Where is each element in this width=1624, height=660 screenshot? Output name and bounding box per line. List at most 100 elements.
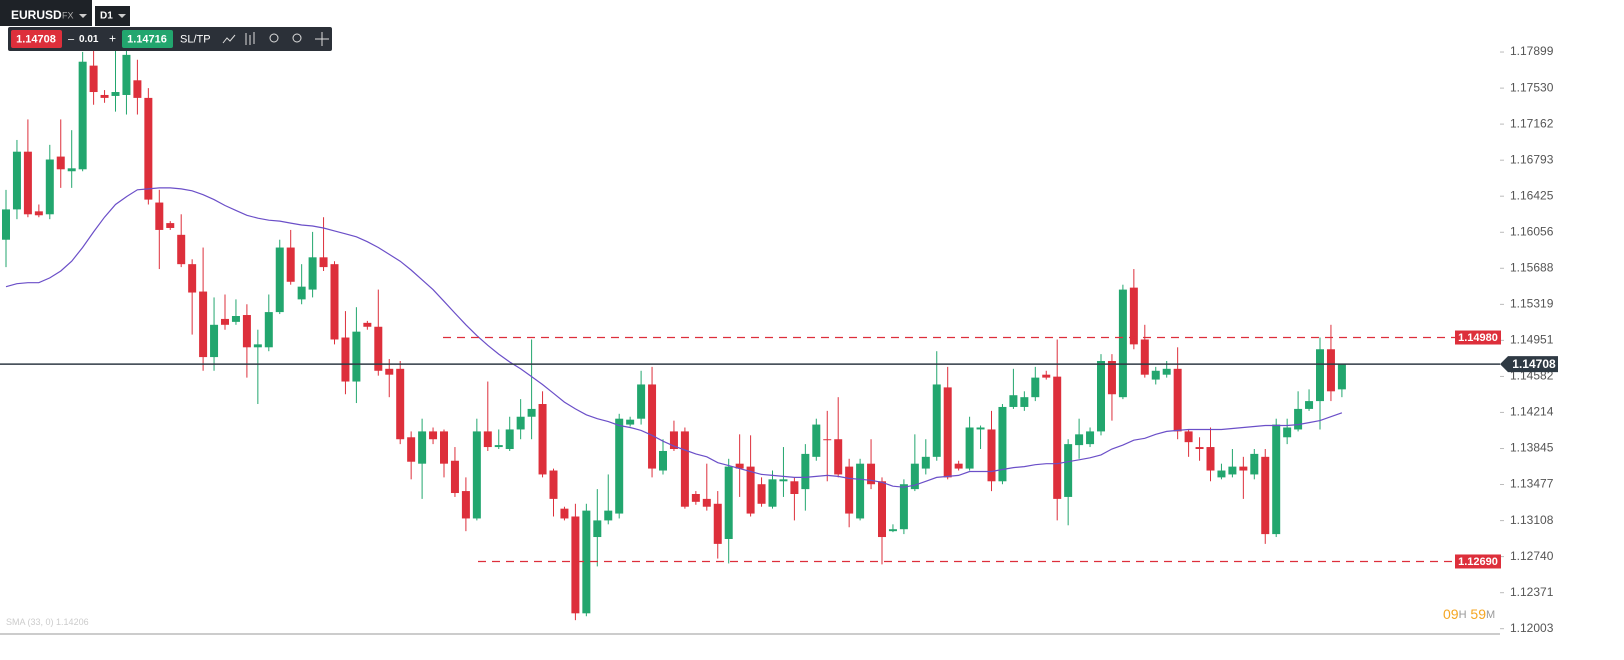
chart-type-icon[interactable]: [222, 34, 236, 44]
candle-body: [407, 437, 416, 462]
candle-body: [177, 234, 186, 265]
candle-body: [1086, 431, 1095, 445]
candle-body: [188, 264, 197, 293]
candle-body: [527, 408, 536, 417]
candle-body: [1107, 360, 1116, 395]
y-tick-label: 1.13108: [1510, 513, 1554, 527]
candle-body: [735, 463, 744, 469]
overlay: EURUSD FX D1 1.14708 – 0.01 + 1.14716 SL…: [0, 0, 1495, 627]
lot-minus[interactable]: –: [68, 33, 75, 45]
candle-body: [560, 508, 569, 519]
level-label: 1.12690: [1458, 556, 1498, 568]
candle-body: [998, 406, 1007, 482]
sltp-button[interactable]: SL/TP: [180, 33, 211, 45]
candle-body: [155, 202, 164, 230]
candle-body: [396, 368, 405, 440]
dropdown-arrow: [79, 14, 87, 18]
candle-body: [867, 463, 876, 485]
y-tick-label: 1.12740: [1510, 549, 1554, 563]
candle-body: [483, 431, 492, 448]
candle-body: [812, 424, 821, 457]
level-label-box: [1455, 554, 1501, 569]
timeframe-box[interactable]: [95, 6, 130, 26]
candle-body: [1195, 447, 1204, 450]
candle-body: [1283, 427, 1292, 438]
candle-body: [385, 368, 394, 375]
candle-body: [1217, 470, 1226, 478]
timer-m: M: [1486, 609, 1495, 621]
candle-body: [626, 419, 635, 425]
candle-body: [1173, 368, 1182, 432]
candle-body: [1326, 349, 1335, 392]
candle-body: [1031, 377, 1040, 398]
y-tick-label: 1.16056: [1510, 224, 1554, 238]
candle-body: [100, 94, 109, 98]
candle-body: [1316, 349, 1324, 402]
candle-body: [67, 168, 76, 172]
candle-body: [56, 156, 65, 170]
candle-body: [363, 322, 372, 327]
candle-body: [34, 211, 43, 216]
candle-body: [1206, 447, 1215, 471]
candle-body: [494, 445, 503, 448]
candle-body: [680, 431, 689, 507]
indicator-value: 1.14206: [56, 617, 89, 627]
candle-body: [1261, 456, 1270, 535]
candle-body: [1228, 466, 1237, 475]
candle-body: [779, 479, 788, 482]
candle-body: [199, 291, 208, 358]
y-tick-label: 1.17162: [1510, 116, 1554, 130]
lot-plus[interactable]: +: [109, 32, 116, 46]
candle-body: [1020, 397, 1029, 407]
candle-body: [264, 312, 273, 348]
candle-body: [1009, 395, 1018, 407]
candle-body: [330, 264, 339, 340]
candle-body: [954, 463, 963, 469]
candle-body: [450, 460, 459, 494]
candle-body: [604, 510, 613, 521]
candle-body: [89, 65, 98, 93]
candle-body: [144, 97, 153, 200]
candle-body: [1129, 287, 1138, 345]
candle-body: [790, 481, 799, 495]
plot-area: 1.17899 1.17530 1.17162 1.16793 1.16425 1.160…: [0, 40, 1558, 635]
buy-button[interactable]: [122, 30, 173, 48]
candle-body: [856, 463, 865, 519]
candle-body: [1250, 453, 1259, 475]
zoom-out-icon[interactable]: [269, 33, 279, 43]
zoom-in-icon[interactable]: [292, 33, 302, 43]
candle-body: [1075, 434, 1084, 446]
candle-body: [429, 431, 438, 440]
bid-price: 1.14708: [16, 33, 56, 45]
candle-body: [538, 404, 547, 475]
sell-button[interactable]: [11, 30, 62, 48]
timer-minutes: 59: [1470, 606, 1486, 622]
candle-body: [472, 431, 481, 519]
candle-body: [648, 384, 657, 469]
y-tick-label: 1.15688: [1510, 260, 1554, 274]
candle-body: [352, 331, 361, 382]
candle-body: [1162, 368, 1171, 375]
candle-body: [1140, 339, 1149, 375]
candle-body: [166, 223, 175, 228]
pan-icon[interactable]: [315, 32, 329, 46]
candle-body: [253, 344, 262, 348]
y-tick-label: 1.13845: [1510, 441, 1554, 455]
candle-body: [297, 286, 306, 300]
candle-body: [1118, 289, 1127, 398]
candle-body: [746, 466, 755, 514]
candle-body: [637, 384, 646, 419]
symbol-box[interactable]: [0, 0, 92, 26]
current-price-box: [1500, 356, 1558, 373]
candle-body: [1272, 424, 1281, 535]
candle-body: [516, 416, 525, 430]
candle-body: [1294, 408, 1303, 430]
indicator-name: SMA (33, 0): [6, 617, 54, 627]
sma-line: [5, 187, 1343, 488]
candle-body: [242, 315, 251, 348]
candle-body: [593, 520, 602, 538]
indicators-icon[interactable]: [245, 32, 255, 45]
candle-body: [133, 80, 142, 98]
candle-body: [1151, 370, 1160, 380]
candle-body: [768, 479, 777, 507]
